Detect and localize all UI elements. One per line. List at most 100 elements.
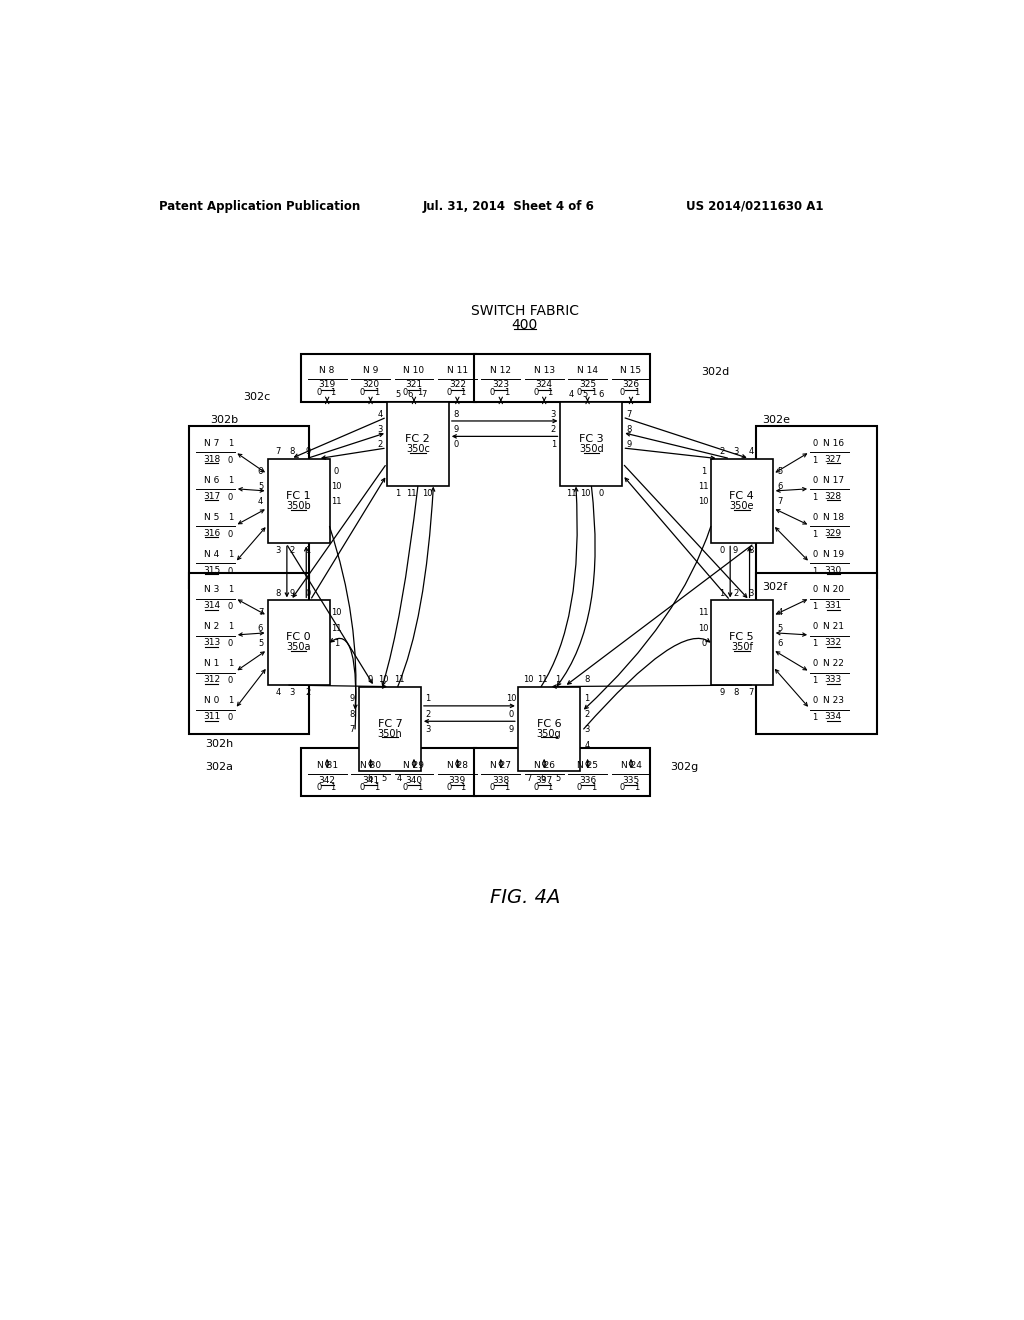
Text: 1: 1 bbox=[227, 697, 232, 705]
Text: 10: 10 bbox=[698, 623, 709, 632]
Text: 0: 0 bbox=[577, 388, 582, 396]
Text: 0: 0 bbox=[227, 531, 232, 539]
Text: 302a: 302a bbox=[206, 762, 233, 772]
Text: 332: 332 bbox=[824, 639, 842, 647]
Text: 333: 333 bbox=[824, 676, 842, 684]
Bar bbox=[267, 459, 330, 544]
Text: 4: 4 bbox=[275, 688, 281, 697]
Text: 9: 9 bbox=[627, 441, 632, 449]
Text: N 26: N 26 bbox=[534, 762, 555, 770]
Text: 314: 314 bbox=[203, 602, 220, 610]
Text: 323: 323 bbox=[493, 380, 509, 389]
Text: 1: 1 bbox=[584, 694, 590, 704]
Text: N 7: N 7 bbox=[204, 440, 219, 447]
Text: 11: 11 bbox=[566, 488, 577, 498]
Text: 5: 5 bbox=[395, 391, 400, 399]
Bar bbox=[810, 581, 849, 615]
Text: 0: 0 bbox=[620, 783, 625, 792]
Text: N 24: N 24 bbox=[621, 762, 641, 770]
Text: 340: 340 bbox=[406, 776, 423, 784]
Bar bbox=[394, 756, 433, 792]
Text: 7: 7 bbox=[526, 774, 531, 783]
Text: 7: 7 bbox=[749, 688, 754, 697]
Bar bbox=[197, 618, 234, 653]
Text: 302f: 302f bbox=[762, 582, 787, 591]
Text: 4: 4 bbox=[258, 498, 263, 507]
Text: 1: 1 bbox=[812, 602, 817, 611]
Text: 9: 9 bbox=[508, 725, 513, 734]
Text: 0: 0 bbox=[489, 388, 495, 396]
Text: 320: 320 bbox=[362, 380, 379, 389]
Text: N 30: N 30 bbox=[360, 762, 381, 770]
Text: FC 1: FC 1 bbox=[286, 491, 311, 500]
Text: FC 6: FC 6 bbox=[537, 718, 561, 729]
Text: FIG. 4A: FIG. 4A bbox=[489, 888, 560, 907]
Text: 1: 1 bbox=[634, 388, 639, 396]
Text: 4: 4 bbox=[777, 609, 782, 618]
Text: N 21: N 21 bbox=[822, 623, 844, 631]
Text: N 9: N 9 bbox=[362, 366, 378, 375]
Text: 1: 1 bbox=[551, 441, 556, 449]
Text: 350e: 350e bbox=[729, 500, 754, 511]
Text: 0: 0 bbox=[812, 660, 817, 668]
Bar bbox=[810, 508, 849, 544]
Text: 350a: 350a bbox=[287, 643, 310, 652]
Text: 1: 1 bbox=[227, 660, 232, 668]
Text: 1: 1 bbox=[504, 388, 509, 396]
Text: 0: 0 bbox=[812, 440, 817, 447]
Text: 0: 0 bbox=[812, 513, 817, 521]
Text: 5: 5 bbox=[555, 774, 561, 783]
Bar bbox=[359, 686, 421, 771]
Text: 1: 1 bbox=[812, 531, 817, 539]
Bar bbox=[810, 692, 849, 726]
Text: N 22: N 22 bbox=[823, 660, 844, 668]
Text: N 28: N 28 bbox=[446, 762, 468, 770]
Text: 8: 8 bbox=[627, 425, 632, 434]
Text: 5: 5 bbox=[258, 482, 263, 491]
Bar bbox=[518, 686, 580, 771]
Text: 302b: 302b bbox=[210, 416, 239, 425]
Bar bbox=[394, 360, 433, 396]
Text: 1: 1 bbox=[719, 589, 724, 598]
Text: 0: 0 bbox=[359, 783, 365, 792]
Text: 0: 0 bbox=[316, 388, 322, 396]
Text: 335: 335 bbox=[623, 776, 640, 784]
Text: 6: 6 bbox=[777, 639, 782, 648]
Text: 0: 0 bbox=[446, 783, 452, 792]
Text: N 16: N 16 bbox=[822, 440, 844, 447]
Text: 302e: 302e bbox=[762, 416, 790, 425]
Text: 0: 0 bbox=[446, 388, 452, 396]
Text: 2: 2 bbox=[584, 710, 590, 719]
Text: 9: 9 bbox=[349, 694, 354, 704]
Text: 0: 0 bbox=[368, 676, 373, 684]
Text: 3: 3 bbox=[584, 725, 590, 734]
Text: 9: 9 bbox=[733, 546, 738, 554]
Text: 1: 1 bbox=[305, 546, 310, 554]
Text: 4: 4 bbox=[396, 774, 401, 783]
Text: 11: 11 bbox=[698, 609, 709, 618]
Text: 0: 0 bbox=[227, 568, 232, 576]
Text: 10: 10 bbox=[698, 498, 709, 507]
Text: 319: 319 bbox=[318, 380, 336, 389]
FancyArrowPatch shape bbox=[331, 639, 356, 729]
Text: 0: 0 bbox=[701, 639, 707, 648]
Text: 311: 311 bbox=[203, 713, 220, 721]
Text: 11: 11 bbox=[698, 482, 709, 491]
Bar bbox=[189, 426, 309, 589]
Text: 1: 1 bbox=[548, 388, 553, 396]
Text: 0: 0 bbox=[719, 546, 724, 554]
FancyArrowPatch shape bbox=[557, 487, 595, 685]
Bar bbox=[810, 655, 849, 689]
Bar bbox=[711, 459, 773, 544]
Bar bbox=[611, 360, 650, 396]
FancyArrowPatch shape bbox=[541, 488, 578, 686]
Text: 1: 1 bbox=[227, 586, 232, 594]
Text: 302d: 302d bbox=[701, 367, 730, 378]
Text: 328: 328 bbox=[824, 492, 842, 502]
Text: 10: 10 bbox=[580, 488, 591, 498]
Text: US 2014/0211630 A1: US 2014/0211630 A1 bbox=[686, 199, 823, 213]
Bar bbox=[560, 401, 623, 487]
Text: 1: 1 bbox=[548, 783, 553, 792]
Bar bbox=[810, 471, 849, 507]
Text: N 29: N 29 bbox=[403, 762, 425, 770]
